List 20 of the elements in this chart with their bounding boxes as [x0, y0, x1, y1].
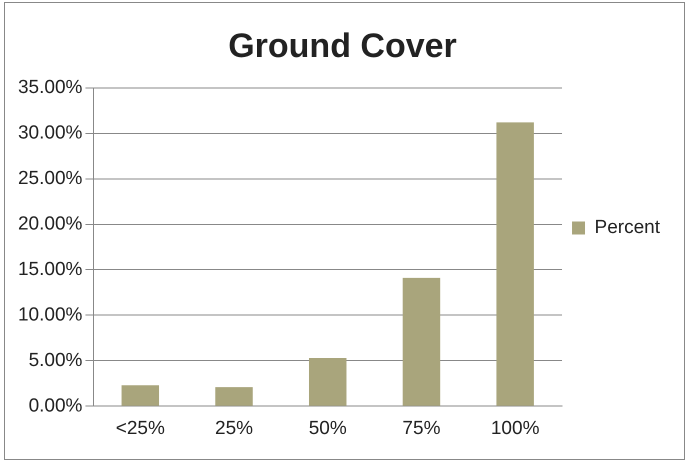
y-tick-label: 30.00%: [18, 122, 83, 144]
bar: [308, 358, 346, 406]
y-tick-label: 10.00%: [18, 304, 83, 326]
y-tick-label: 35.00%: [18, 77, 83, 98]
y-tick-label: 5.00%: [28, 350, 83, 371]
chart-title: Ground Cover: [228, 26, 457, 65]
bar: [402, 278, 440, 406]
y-tick-label: 25.00%: [18, 168, 83, 190]
y-tick-label: 15.00%: [18, 258, 83, 280]
y-tick-label: 0.00%: [28, 395, 83, 416]
bar: [122, 385, 160, 406]
bar: [215, 387, 253, 406]
x-tick-label: 25%: [215, 418, 254, 439]
x-tick-label: 75%: [402, 418, 441, 439]
x-tick-label: <25%: [116, 418, 165, 439]
bar: [496, 122, 534, 406]
x-tick-label: 50%: [308, 418, 347, 439]
x-tick-label: 100%: [490, 418, 540, 439]
legend-label: Percent: [594, 217, 661, 238]
y-tick-label: 20.00%: [18, 213, 83, 234]
